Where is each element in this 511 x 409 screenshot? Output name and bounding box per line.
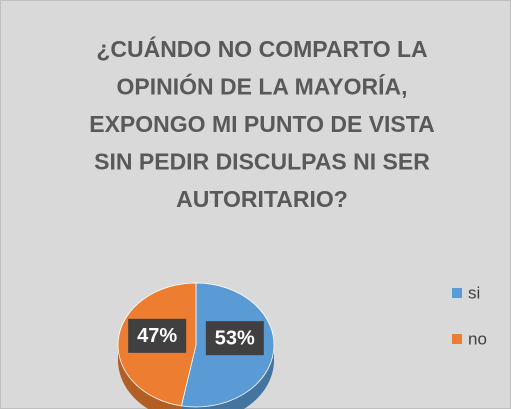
legend-label: si	[468, 283, 480, 302]
legend-swatch	[452, 334, 462, 344]
legend-label: no	[468, 329, 487, 348]
pie-side	[181, 345, 274, 409]
chart-title: SIN PEDIR DISCULPAS NI SER	[94, 149, 430, 175]
legend-swatch	[452, 288, 462, 298]
chart-title: EXPONGO MI PUNTO DE VISTA	[89, 111, 434, 137]
chart-title: ¿CUÁNDO NO COMPARTO LA	[96, 35, 427, 62]
chart-title: AUTORITARIO?	[176, 186, 348, 212]
chart-title: OPINIÓN DE LA MAYORÍA,	[117, 73, 408, 100]
data-label-box	[128, 318, 187, 353]
data-label-box	[205, 321, 264, 356]
pie-side	[118, 345, 182, 409]
data-label: 53%	[215, 327, 255, 349]
data-label: 47%	[137, 325, 177, 347]
